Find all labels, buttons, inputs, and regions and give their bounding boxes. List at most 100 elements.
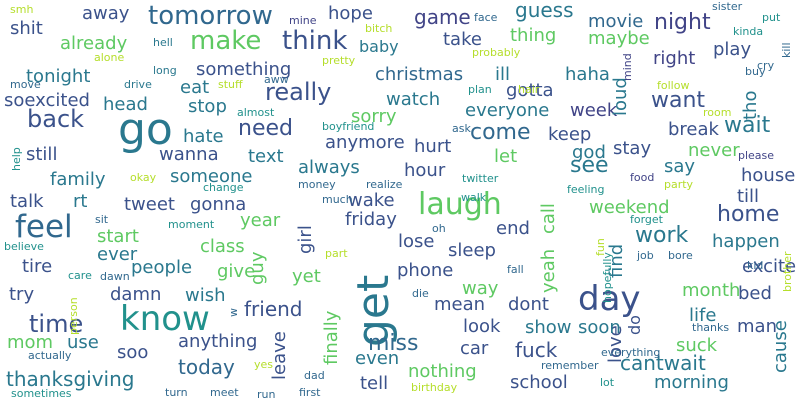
word-okay: okay — [130, 171, 157, 184]
word-bore: bore — [668, 249, 693, 262]
word-fall: fall — [507, 263, 524, 276]
word-thing: thing — [510, 25, 557, 46]
word-soexcited: soexcited — [4, 90, 90, 111]
word-stuff: stuff — [218, 78, 243, 91]
word-tweet: tweet — [124, 194, 175, 215]
word-sister: sister — [712, 0, 743, 13]
word-work: work — [635, 223, 689, 248]
word-tho: tho — [740, 90, 761, 121]
word-pretty: pretty — [322, 54, 356, 67]
word-away: away — [82, 3, 130, 24]
word-drive: drive — [124, 78, 152, 91]
word-turn: turn — [165, 386, 188, 399]
word-back: back — [27, 105, 85, 133]
word-life: life — [689, 305, 717, 326]
word-home: home — [717, 202, 780, 227]
word-hair: hair — [518, 83, 540, 96]
word-haha: haha — [565, 64, 610, 85]
word-time: time — [29, 310, 84, 338]
word-end: end — [496, 218, 530, 239]
word-start: start — [97, 226, 139, 247]
word-sorry: sorry — [351, 106, 397, 127]
word-friday: friday — [345, 209, 397, 230]
word-yeah: yeah — [538, 249, 559, 294]
word-take: take — [443, 29, 482, 50]
word-cry: cry — [757, 59, 775, 72]
word-text: text — [248, 146, 284, 167]
word-first: first — [299, 386, 321, 399]
word-do: do — [625, 315, 644, 336]
word-anymore: anymore — [325, 132, 405, 153]
word-weekend: weekend — [589, 197, 670, 218]
word-dont: dont — [508, 294, 549, 315]
word-soon: soon — [578, 317, 621, 338]
word-kinda: kinda — [733, 25, 764, 38]
word-even: even — [355, 348, 400, 369]
word-sleep: sleep — [448, 240, 496, 261]
word-play: play — [713, 39, 752, 60]
word-family: family — [50, 169, 106, 190]
word-talk: talk — [10, 191, 44, 212]
word-call: call — [538, 203, 559, 235]
word-stay: stay — [613, 138, 652, 159]
word-want: want — [651, 88, 706, 113]
word-anything: anything — [178, 331, 258, 352]
word-mind: mind — [621, 53, 634, 82]
word-follow: follow — [657, 79, 690, 92]
word-meet: meet — [210, 386, 239, 399]
word-make: make — [190, 26, 262, 56]
word-yet: yet — [292, 266, 321, 287]
word-always: always — [298, 157, 360, 178]
word-boyfriend: boyfriend — [322, 120, 375, 133]
word-break: break — [668, 119, 719, 140]
word-think: think — [282, 26, 348, 56]
word-forget: forget — [630, 213, 663, 226]
word-use: use — [67, 332, 99, 353]
word-please: please — [738, 149, 775, 162]
word-class: class — [200, 236, 245, 257]
word-man: man — [737, 316, 777, 337]
word-dawn: dawn — [100, 270, 130, 283]
word-week: week — [570, 100, 618, 121]
word-christmas: christmas — [375, 64, 464, 85]
word-put: put — [762, 11, 781, 24]
word-aww: aww — [264, 73, 289, 86]
word-come: come — [470, 120, 531, 145]
word-happen: happen — [712, 231, 780, 252]
word-believe: believe — [4, 240, 44, 253]
word-girl: girl — [295, 225, 316, 255]
word-person: person — [67, 296, 80, 335]
word-movie: movie — [588, 11, 644, 32]
word-suck: suck — [676, 335, 718, 356]
word-maybe: maybe — [588, 28, 650, 49]
word-car: car — [460, 338, 489, 359]
word-moment: moment — [168, 218, 215, 231]
word-watch: watch — [386, 89, 441, 110]
word-actually: actually — [28, 349, 72, 362]
word-feel: feel — [15, 209, 73, 245]
word-smh: smh — [10, 3, 34, 16]
word-damn: damn — [110, 284, 162, 305]
word-month: month — [682, 280, 741, 301]
word-gotta: gotta — [506, 80, 554, 101]
word-really: really — [265, 78, 332, 106]
word-die: die — [412, 287, 429, 300]
word-loud: loud — [610, 77, 631, 117]
word-rt: rt — [73, 191, 88, 212]
word-almost: almost — [237, 106, 275, 119]
word-tire: tire — [22, 256, 53, 277]
word-phone: phone — [397, 260, 454, 281]
word-brother: brother — [781, 251, 794, 293]
word-year: year — [240, 210, 281, 231]
word-hope: hope — [328, 3, 373, 24]
word-guy: guy — [247, 251, 268, 286]
word-eat: eat — [180, 77, 210, 98]
word-laugh: laugh — [418, 187, 502, 222]
word-excite: excite — [742, 256, 797, 277]
word-already: already — [60, 33, 128, 54]
word-leave: leave — [269, 331, 290, 380]
word-go: go — [118, 104, 173, 155]
word-right: right — [653, 48, 696, 69]
word-wanna: wanna — [159, 144, 219, 165]
word-keep: keep — [548, 124, 592, 145]
